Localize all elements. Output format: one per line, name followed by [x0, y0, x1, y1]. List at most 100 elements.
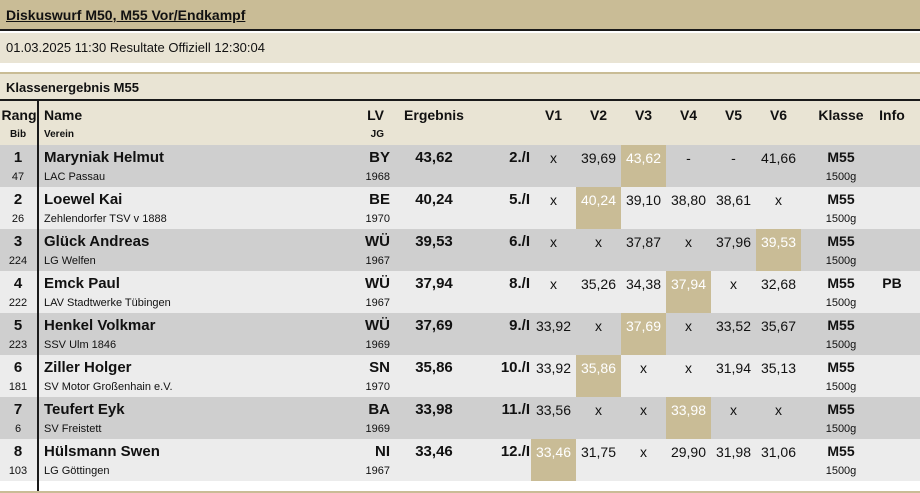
athlete-name[interactable]: Glück Andreas — [44, 233, 150, 250]
athlete-name[interactable]: Ziller Holger — [44, 359, 132, 376]
header-lv: LV — [367, 107, 384, 123]
header-v6: V6 — [769, 107, 788, 123]
header-info: Info — [879, 107, 905, 123]
club-name: LG Welfen — [44, 255, 96, 267]
bib-number: 103 — [8, 465, 28, 477]
event-title[interactable]: Diskuswurf M50, M55 Vor/Endkampf — [6, 7, 246, 23]
bottom-divider — [0, 491, 920, 493]
club-name: Zehlendorfer TSV v 1888 — [44, 213, 167, 225]
region-code: BY — [369, 149, 390, 166]
attempt-2: 35,26 — [580, 276, 617, 292]
attempt-5: x — [730, 402, 737, 418]
bib-number: 223 — [8, 339, 28, 351]
club-name: LAC Passau — [44, 171, 106, 183]
table-header: Rang Bib Name Verein LV JG Ergebnis V1 V… — [0, 101, 920, 145]
attempt-5: - — [731, 150, 736, 166]
age-class: M55 — [827, 233, 855, 249]
attempt-4: 29,90 — [670, 444, 707, 460]
attempt-3: 34,38 — [625, 276, 662, 292]
athlete-name[interactable]: Teufert Eyk — [44, 401, 125, 418]
table-row[interactable]: 4 222 Emck Paul LAV Stadtwerke Tübingen WÜ 19… — [0, 271, 920, 313]
attempt-3: 43,62 — [621, 145, 666, 187]
round-placement: 10./I — [500, 359, 530, 376]
club-name: SV Motor Großenhain e.V. — [44, 381, 173, 393]
attempt-5: 37,96 — [715, 234, 752, 250]
region-code: WÜ — [365, 275, 390, 292]
attempt-5: 31,98 — [715, 444, 752, 460]
age-class: M55 — [827, 401, 855, 417]
header-name: Name — [44, 107, 83, 123]
table-row[interactable]: 1 47 Maryniak Helmut LAC Passau BY 1968 43,62 2… — [0, 145, 920, 187]
header-rang: Rang — [1, 107, 37, 123]
birth-year: 1970 — [365, 213, 390, 225]
athlete-name[interactable]: Loewel Kai — [44, 191, 123, 208]
age-class: M55 — [827, 443, 855, 459]
table-row[interactable]: 3 224 Glück Andreas LG Welfen WÜ 1967 39,53 6./… — [0, 229, 920, 271]
table-row[interactable]: 5 223 Henkel Volkmar SSV Ulm 1846 WÜ 1969 37,6… — [0, 313, 920, 355]
athlete-name[interactable]: Maryniak Helmut — [44, 149, 165, 166]
attempt-1: 33,56 — [535, 402, 572, 418]
implement-weight: 1500g — [825, 423, 857, 435]
implement-weight: 1500g — [825, 297, 857, 309]
round-placement: 8./I — [509, 275, 530, 292]
table-row[interactable]: 6 181 Ziller Holger SV Motor Großenhain e.V… — [0, 355, 920, 397]
region-code: BE — [369, 191, 390, 208]
table-row[interactable]: 8 103 Hülsmann Swen LG Göttingen NI 1967 33,46… — [0, 439, 920, 481]
event-title-bar: Diskuswurf M50, M55 Vor/Endkampf — [0, 0, 920, 31]
athlete-name[interactable]: Hülsmann Swen — [44, 443, 160, 460]
age-class: M55 — [827, 359, 855, 375]
status-bar: 01.03.2025 11:30 Resultate Offiziell 12:… — [0, 33, 920, 63]
result-value: 33,46 — [415, 443, 453, 460]
athlete-name[interactable]: Emck Paul — [44, 275, 120, 292]
attempt-6: x — [775, 402, 782, 418]
header-ergebnis: Ergebnis — [404, 107, 464, 123]
age-class: M55 — [827, 191, 855, 207]
birth-year: 1967 — [365, 255, 390, 267]
rank: 2 — [13, 191, 23, 208]
rank: 8 — [13, 443, 23, 460]
birth-year: 1969 — [365, 423, 390, 435]
attempt-3: 39,10 — [625, 192, 662, 208]
bib-number: 224 — [8, 255, 28, 267]
attempt-4: 37,94 — [666, 271, 711, 313]
attempt-2: 39,69 — [580, 150, 617, 166]
attempt-6: 41,66 — [760, 150, 797, 166]
rank: 4 — [13, 275, 23, 292]
attempt-3: 37,69 — [621, 313, 666, 355]
info-badge: PB — [882, 275, 902, 291]
region-code: WÜ — [365, 233, 390, 250]
section-header: Klassenergebnis M55 — [0, 72, 920, 101]
attempt-6: x — [775, 192, 782, 208]
implement-weight: 1500g — [825, 213, 857, 225]
club-name: SSV Ulm 1846 — [44, 339, 117, 351]
attempt-5: x — [730, 276, 737, 292]
attempt-4: 33,98 — [666, 397, 711, 439]
result-value: 35,86 — [415, 359, 453, 376]
column-divider — [37, 101, 39, 493]
header-v3: V3 — [634, 107, 653, 123]
table-row[interactable]: 2 26 Loewel Kai Zehlendorfer TSV v 1888 BE 19… — [0, 187, 920, 229]
implement-weight: 1500g — [825, 339, 857, 351]
attempt-3: x — [640, 444, 647, 460]
attempt-5: 31,94 — [715, 360, 752, 376]
section-title: Klassenergebnis M55 — [6, 80, 139, 95]
bib-number: 6 — [14, 423, 22, 435]
attempt-2: x — [595, 402, 602, 418]
round-placement: 12./I — [500, 443, 530, 460]
round-placement: 11./I — [501, 401, 530, 418]
rank: 6 — [13, 359, 23, 376]
table-row[interactable]: 7 6 Teufert Eyk SV Freistett BA 1969 33,98 11./… — [0, 397, 920, 439]
attempt-1: 33,46 — [531, 439, 576, 481]
header-klasse: Klasse — [818, 107, 864, 123]
bib-number: 26 — [11, 213, 25, 225]
header-v2: V2 — [589, 107, 608, 123]
result-value: 37,94 — [415, 275, 453, 292]
birth-year: 1967 — [365, 297, 390, 309]
attempt-3: x — [640, 402, 647, 418]
attempt-4: x — [685, 234, 692, 250]
attempt-2: 31,75 — [580, 444, 617, 460]
club-name: LAV Stadtwerke Tübingen — [44, 297, 171, 309]
attempt-6: 35,67 — [760, 318, 797, 334]
attempt-1: x — [550, 276, 557, 292]
athlete-name[interactable]: Henkel Volkmar — [44, 317, 156, 334]
